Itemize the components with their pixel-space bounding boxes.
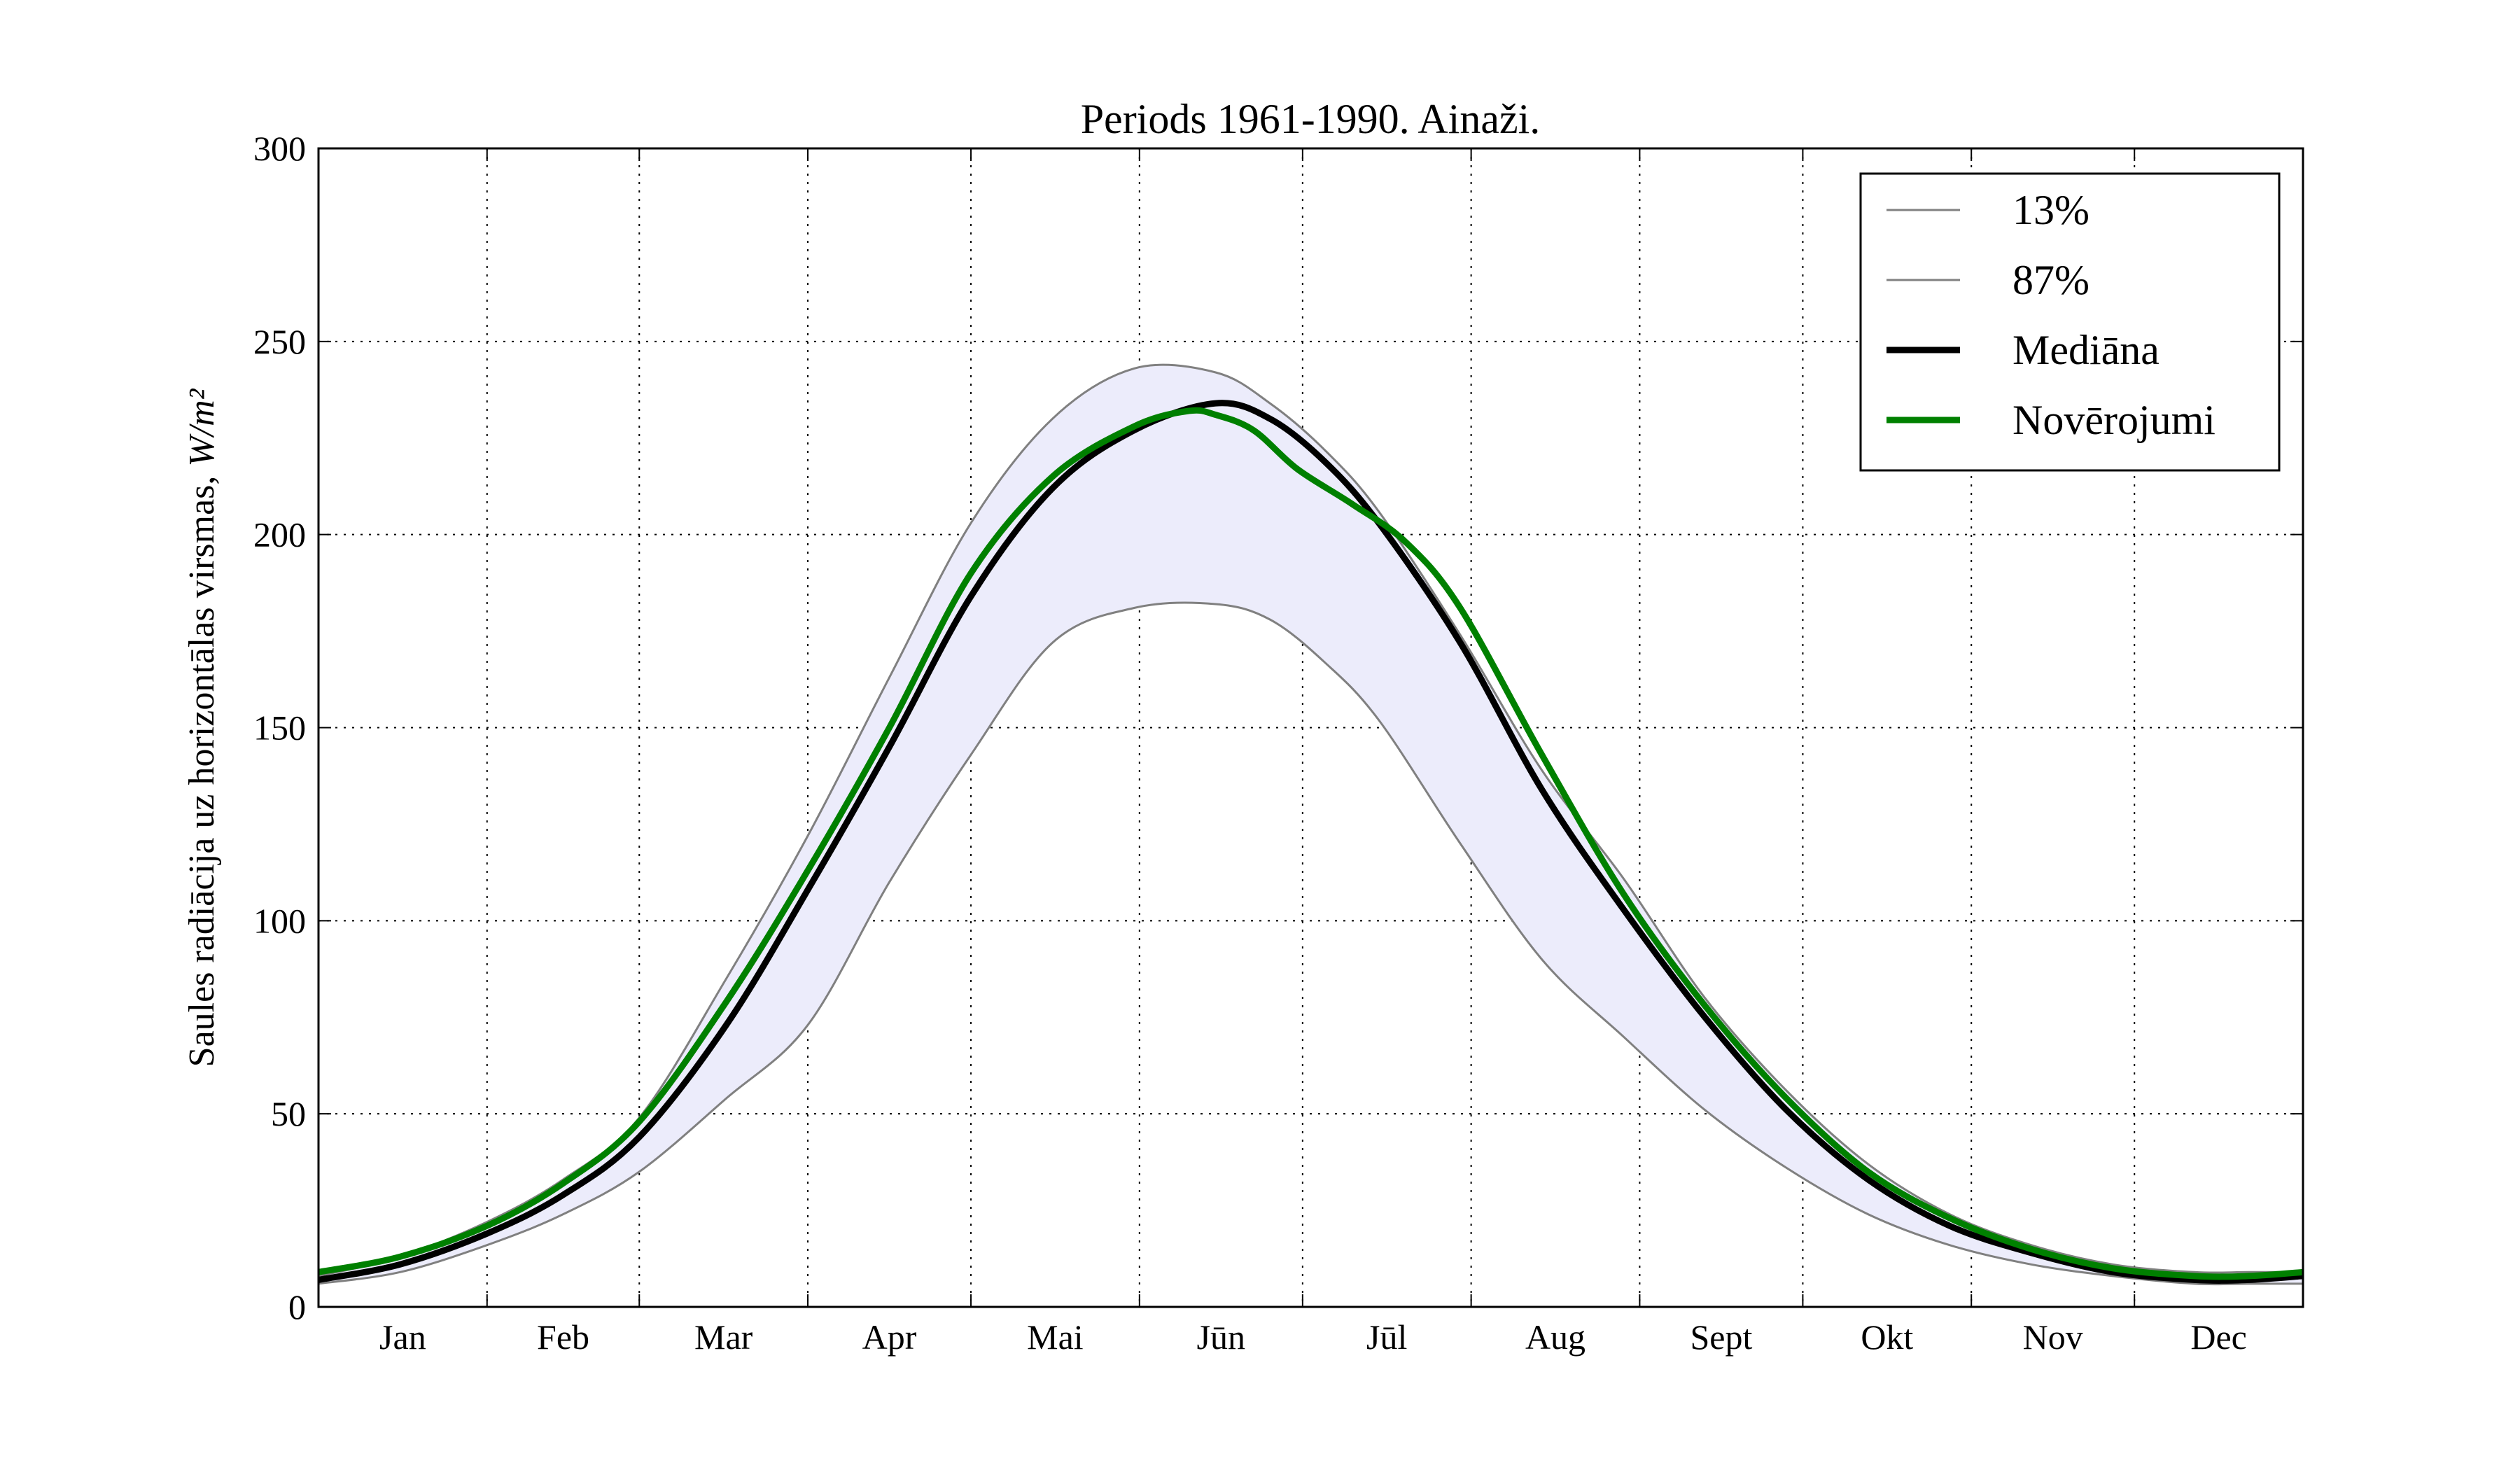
y-tick-labels: 0 50 100 150 200 250 300 <box>253 129 306 1326</box>
y-tick-label: 300 <box>253 129 306 168</box>
y-tick-label: 150 <box>253 708 306 748</box>
y-tick-label: 50 <box>271 1094 306 1133</box>
y-tick-label: 100 <box>253 901 306 940</box>
y-tick-label: 200 <box>253 515 306 554</box>
x-tick-label: Okt <box>1861 1317 1913 1357</box>
plot-frame <box>317 147 2304 1308</box>
x-tick-label: Sept <box>1690 1317 1752 1357</box>
x-tick-label: Mai <box>1027 1317 1084 1357</box>
x-tick-label: Dec <box>2190 1317 2247 1357</box>
legend-label: 87% <box>2012 257 2090 303</box>
x-tick-label: Feb <box>537 1317 589 1357</box>
x-tick-label: Jan <box>379 1317 426 1357</box>
chart-title: Periods 1961-1990. Ainaži. <box>1081 96 1541 142</box>
x-tick-label: Mar <box>694 1317 753 1357</box>
legend-label: Novērojumi <box>2012 397 2216 443</box>
series-line-nov-rojumi <box>318 407 2303 1280</box>
legend-label: 13% <box>2012 187 2090 233</box>
y-axis-label: Saules radiācija uz horizontālas virsmas… <box>182 388 222 1067</box>
x-tick-label: Nov <box>2023 1317 2083 1357</box>
legend: 13% 87% Mediāna Novērojumi <box>1859 172 2281 472</box>
x-tick-label: Jūl <box>1366 1317 1407 1357</box>
y-tick-label: 0 <box>288 1287 306 1326</box>
series-line-medi-na <box>318 400 2303 1284</box>
x-tick-label: Aug <box>1525 1317 1586 1357</box>
legend-label: Mediāna <box>2012 327 2160 373</box>
series-line-87 <box>318 363 2303 1278</box>
percentile-band-fill <box>318 365 2303 1284</box>
y-tick-label: 250 <box>253 322 306 361</box>
x-tick-labels: Jan Feb Mar Apr Mai Jūn Jūl Aug Sept Okt Nov Dec <box>379 1317 2247 1357</box>
series-lines <box>318 363 2303 1286</box>
percentile-band <box>318 365 2303 1284</box>
series-line-13 <box>318 601 2303 1286</box>
x-tick-label: Apr <box>862 1317 917 1357</box>
x-tick-label: Jūn <box>1197 1317 1245 1357</box>
